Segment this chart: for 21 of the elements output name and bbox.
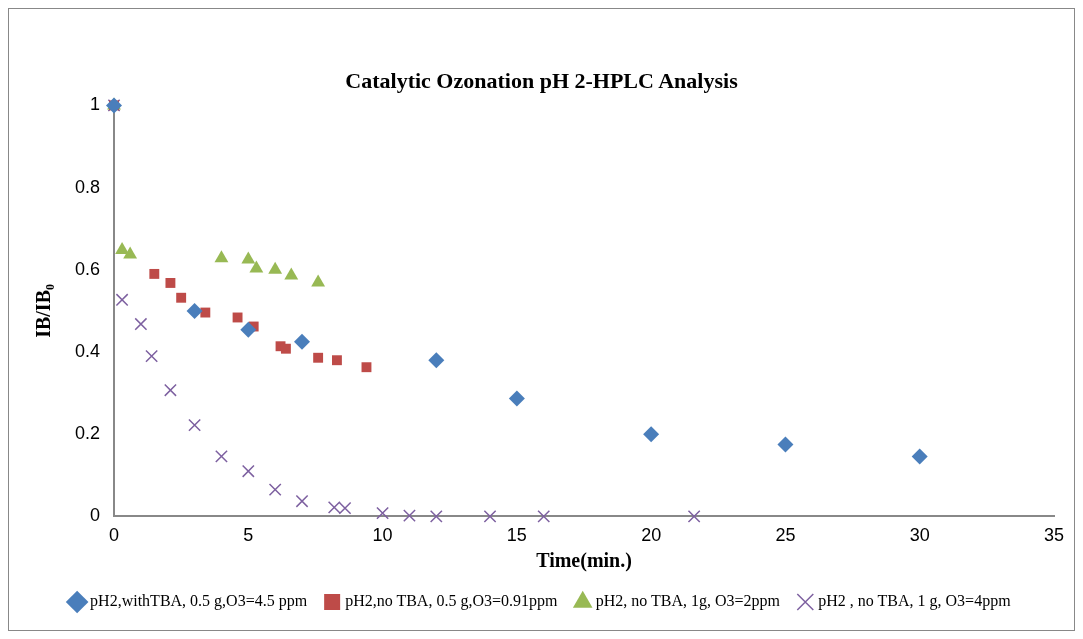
legend-label: pH2,withTBA, 0.5 g,O3=4.5 ppm (90, 592, 308, 611)
x-tick-label: 10 (372, 525, 393, 546)
legend-label: pH2 , no TBA, 1 g, O3=4ppm (818, 592, 1012, 611)
y-axis-title: IB/IB₀ (32, 283, 55, 338)
x-tick-label: 20 (641, 525, 662, 546)
y-tick-label: 0.8 (74, 176, 101, 197)
y-tick-label: 0 (90, 505, 101, 526)
y-tick-label: 1 (90, 94, 101, 115)
legend-label: pH2,no TBA, 0.5 g,O3=0.91ppm (345, 592, 558, 611)
x-tick-label: 35 (1043, 525, 1065, 546)
x-tick-label: 25 (775, 525, 796, 546)
x-tick-label: 0 (109, 525, 120, 546)
y-tick-label: 0.2 (74, 423, 101, 444)
x-tick-label: 5 (243, 525, 254, 546)
chart-title: Catalytic Ozonation pH 2-HPLC Analysis (345, 67, 739, 93)
y-tick-label: 0.4 (74, 340, 101, 361)
x-tick-label: 30 (909, 525, 930, 546)
x-axis-title: Time(min.) (536, 549, 632, 573)
y-tick-label: 0.6 (74, 258, 101, 279)
legend-label: pH2, no TBA, 1g, O3=2ppm (595, 592, 781, 611)
x-tick-label: 15 (506, 525, 527, 546)
